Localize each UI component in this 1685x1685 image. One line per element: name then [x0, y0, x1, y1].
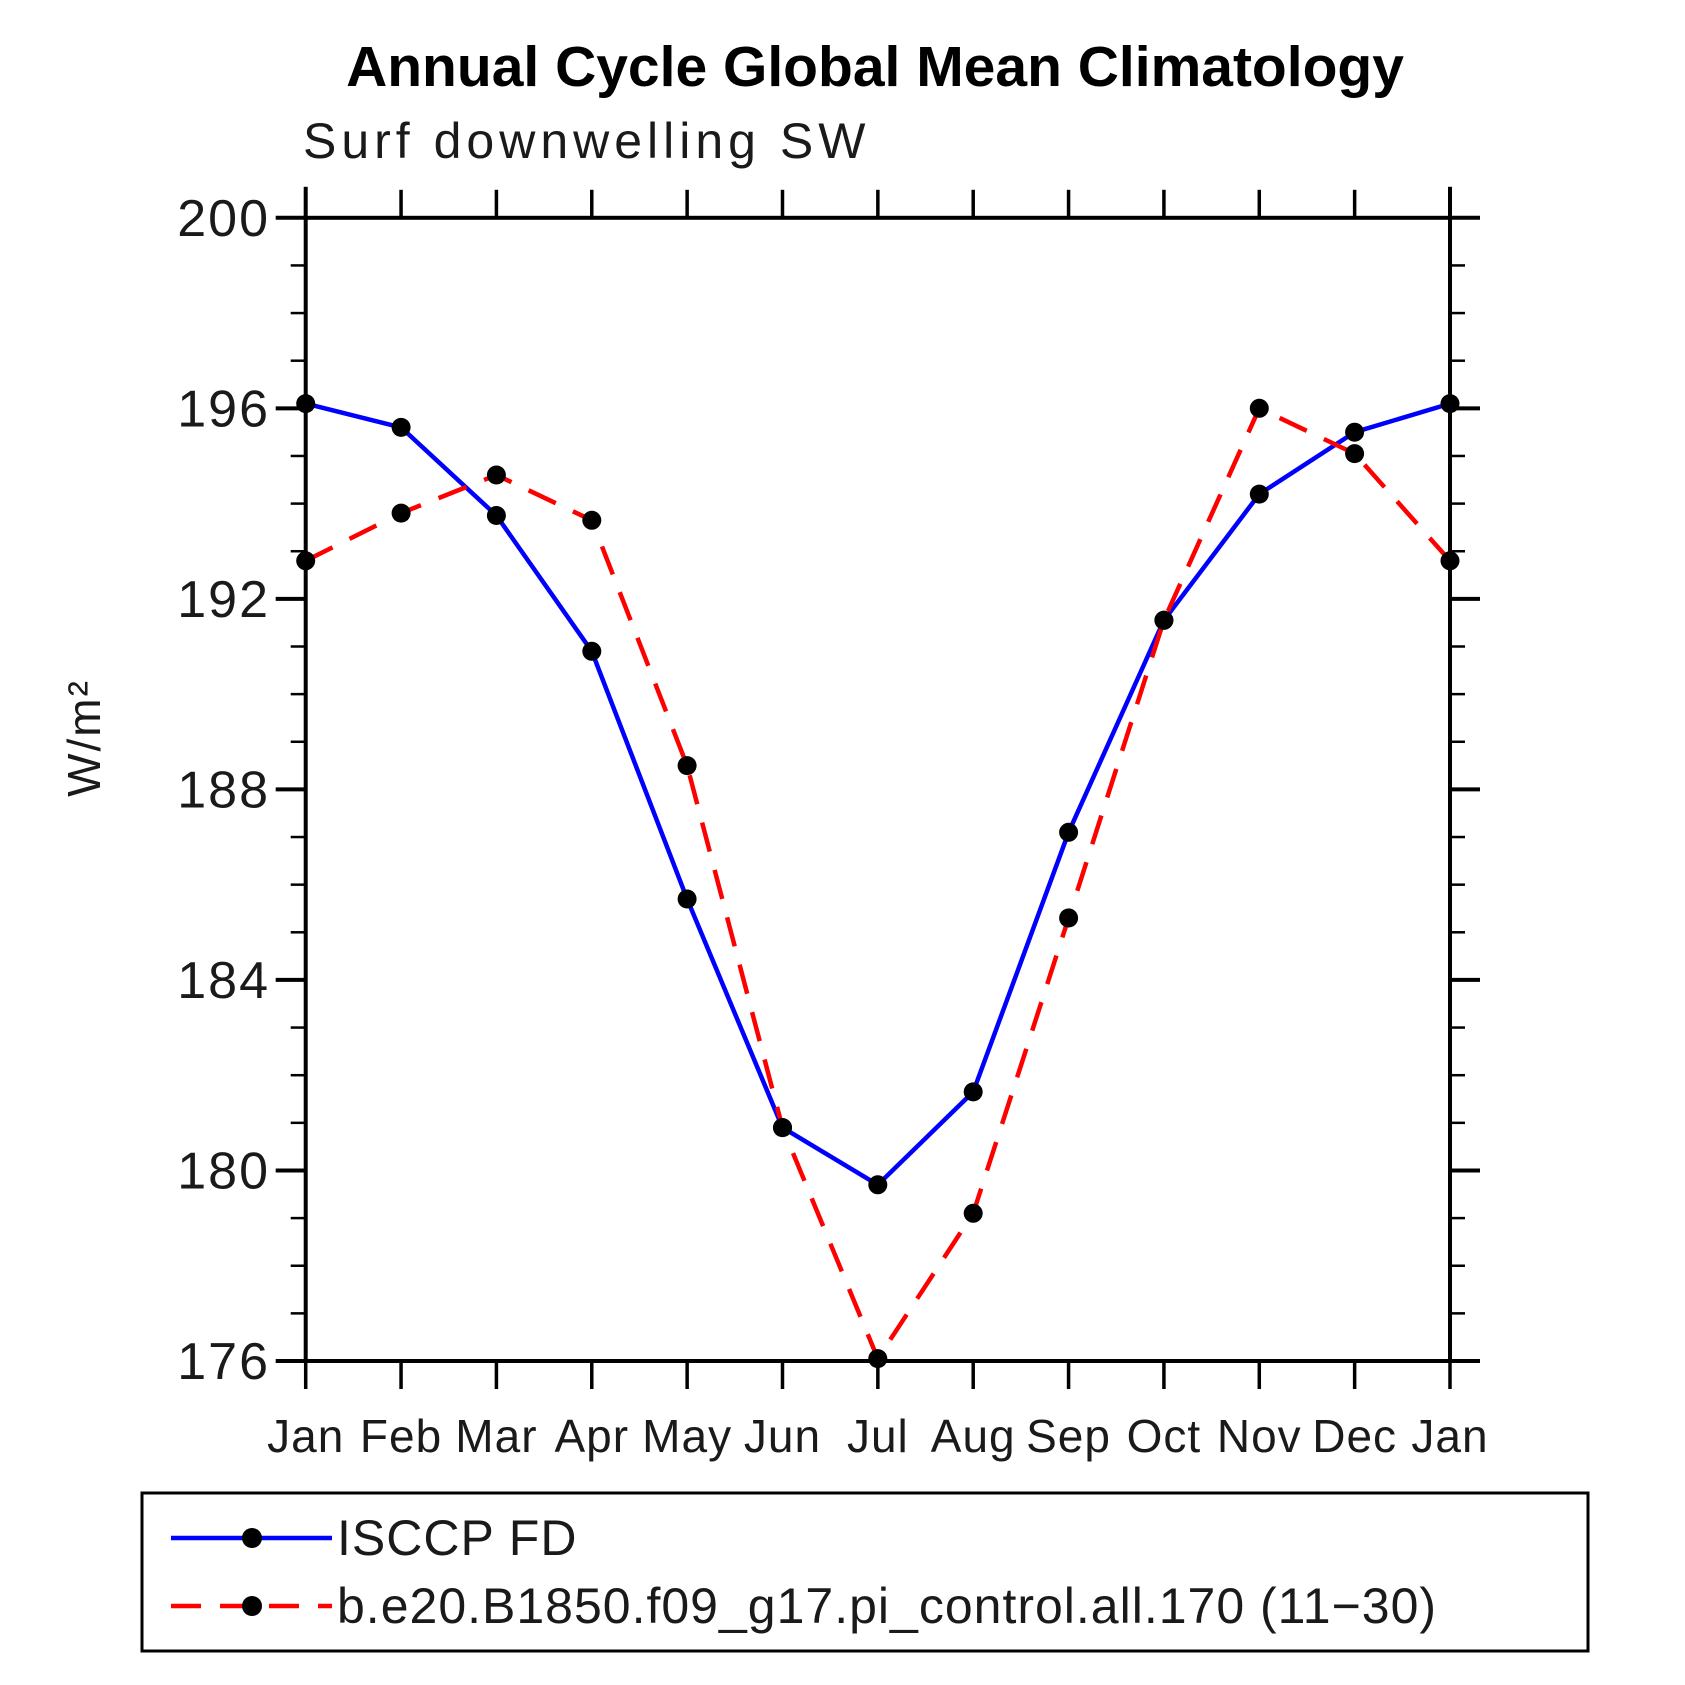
data-point-series-1 — [582, 510, 602, 530]
y-axis-tick-label: 200 — [177, 190, 270, 248]
x-axis-tick-label: Jan — [267, 1410, 344, 1462]
data-point-series-0 — [296, 394, 316, 414]
legend-marker-dot — [242, 1596, 262, 1616]
data-point-series-0 — [677, 889, 697, 909]
data-point-series-0 — [868, 1175, 888, 1195]
data-point-series-1 — [391, 503, 411, 523]
y-axis-tick-label: 192 — [177, 571, 270, 629]
data-point-series-1 — [1440, 551, 1460, 571]
y-axis-tick-label: 176 — [177, 1333, 270, 1391]
legend-item-isccp-fd: ISCCP FD — [171, 1510, 577, 1566]
plot-area: 176 180 184 188 192 196 200 Jan Feb Mar Apr May Jun J… — [177, 186, 1488, 1462]
data-point-series-1 — [1154, 610, 1174, 630]
x-axis-tick-label: Nov — [1217, 1410, 1302, 1462]
legend-label-isccp-fd: ISCCP FD — [337, 1510, 577, 1566]
data-point-series-1 — [963, 1203, 983, 1223]
data-point-series-0 — [1345, 422, 1365, 442]
y-axis-tick-label: 196 — [177, 380, 270, 438]
legend-box — [140, 1491, 1590, 1653]
x-axis-tick-label: Sep — [1026, 1410, 1111, 1462]
legend-marker-dot — [242, 1528, 262, 1548]
x-axis-tick-label: Mar — [455, 1410, 537, 1462]
data-point-series-1 — [677, 756, 697, 776]
data-point-series-0 — [1440, 394, 1460, 414]
data-point-series-0 — [486, 506, 506, 525]
data-point-series-1 — [1249, 398, 1269, 418]
x-axis-tick-label: Feb — [360, 1410, 442, 1462]
y-axis-tick-label: 184 — [177, 952, 270, 1010]
legend-label-model-run: b.e20.B1850.f09_g17.pi_control.all.170 (… — [337, 1578, 1437, 1634]
series-line-0 — [305, 401, 1451, 1188]
x-axis-tick-label: Jan — [1411, 1410, 1488, 1462]
data-point-series-0 — [963, 1082, 983, 1102]
data-point-series-1 — [486, 465, 506, 485]
chart-title: Annual Cycle Global Mean Climatology — [346, 35, 1404, 99]
x-axis-tick-label: Aug — [931, 1410, 1016, 1462]
x-axis-tick-label: Apr — [554, 1410, 629, 1462]
data-point-series-1 — [296, 551, 316, 571]
legend-item-model-run: b.e20.B1850.f09_g17.pi_control.all.170 (… — [171, 1578, 1437, 1634]
y-axis-tick-label: 180 — [177, 1142, 270, 1200]
data-point-series-1 — [1059, 908, 1079, 928]
y-axis-title: W/m² — [58, 679, 110, 797]
x-axis-tick-label: Jun — [744, 1410, 821, 1462]
data-point-series-1 — [868, 1349, 888, 1369]
data-point-series-0 — [391, 417, 411, 437]
x-axis-tick-label: Oct — [1127, 1410, 1202, 1462]
data-point-series-0 — [1249, 484, 1269, 504]
x-axis-tick-label: Jul — [847, 1410, 909, 1462]
chart-subtitle: Surf downwelling SW — [303, 113, 870, 169]
data-point-series-0 — [1059, 822, 1079, 842]
x-axis-tick-label: Dec — [1312, 1410, 1397, 1462]
data-point-series-0 — [582, 641, 602, 661]
x-axis-tick-label: May — [642, 1410, 732, 1462]
data-point-series-1 — [773, 1118, 792, 1138]
y-axis-tick-label: 188 — [177, 761, 270, 819]
legend: ISCCP FD b.e20.B1850.f09_g17.pi_control.… — [140, 1491, 1590, 1653]
series-line-1 — [304, 406, 1452, 1361]
data-point-series-1 — [1345, 444, 1365, 464]
